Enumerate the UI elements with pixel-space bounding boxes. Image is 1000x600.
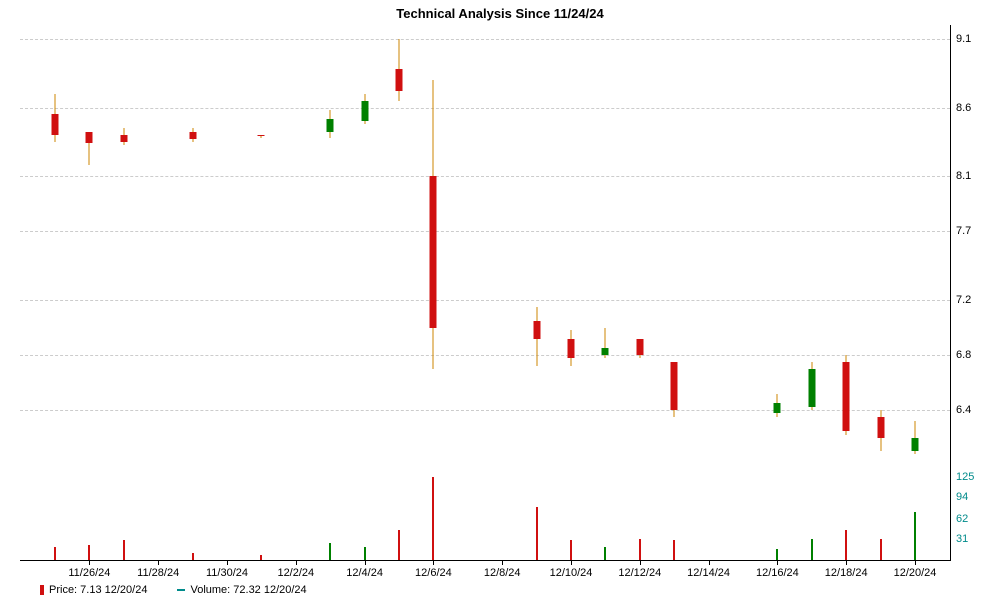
volume-bar — [364, 547, 366, 560]
volume-tick-label: 125 — [956, 471, 974, 483]
candle-body — [636, 339, 643, 356]
x-tick — [709, 560, 710, 565]
x-tick-label: 12/8/24 — [484, 567, 521, 579]
price-tick-label: 8.1 — [956, 170, 971, 182]
price-gridline — [20, 108, 950, 109]
x-tick — [502, 560, 503, 565]
candle-body — [327, 119, 334, 133]
price-tick-label: 6.4 — [956, 404, 971, 416]
candle-body — [189, 132, 196, 139]
volume-bar — [811, 539, 813, 560]
price-tick-label: 8.6 — [956, 102, 971, 114]
candle-body — [808, 369, 815, 408]
candle-body — [86, 132, 93, 143]
price-gridline — [20, 39, 950, 40]
candle-body — [568, 339, 575, 358]
legend-price-swatch — [40, 585, 44, 595]
x-tick — [158, 560, 159, 565]
x-tick — [89, 560, 90, 565]
candle-body — [533, 321, 540, 339]
legend-price: Price: 7.13 12/20/24 — [40, 584, 147, 596]
price-tick-label: 7.2 — [956, 294, 971, 306]
price-gridline — [20, 300, 950, 301]
candle-body — [258, 135, 265, 136]
x-tick — [915, 560, 916, 565]
x-tick-label: 12/16/24 — [756, 567, 799, 579]
volume-bar — [88, 545, 90, 560]
candle-body — [396, 69, 403, 91]
x-tick — [571, 560, 572, 565]
candle-body — [774, 403, 781, 413]
price-tick-label: 9.1 — [956, 33, 971, 45]
x-tick — [846, 560, 847, 565]
candle-body — [430, 176, 437, 327]
price-gridline — [20, 176, 950, 177]
x-tick-label: 11/28/24 — [137, 567, 179, 579]
volume-bar — [914, 512, 916, 560]
legend-volume-swatch — [177, 589, 185, 591]
volume-area — [20, 470, 950, 560]
candle-body — [843, 362, 850, 431]
volume-tick-label: 31 — [956, 533, 968, 545]
price-gridline — [20, 355, 950, 356]
chart-container: Technical Analysis Since 11/24/24 6.4 6.8… — [0, 0, 1000, 600]
x-tick-label: 12/12/24 — [618, 567, 661, 579]
volume-bar — [845, 530, 847, 560]
volume-bar — [398, 530, 400, 560]
x-tick-label: 11/30/24 — [206, 567, 248, 579]
legend-volume: Volume: 72.32 12/20/24 — [177, 584, 306, 596]
volume-bar — [673, 540, 675, 560]
x-tick-label: 12/2/24 — [277, 567, 314, 579]
x-tick — [777, 560, 778, 565]
x-tick — [365, 560, 366, 565]
candle-body — [361, 101, 368, 122]
x-tick-label: 12/18/24 — [825, 567, 868, 579]
x-tick-label: 11/26/24 — [68, 567, 110, 579]
volume-bar — [776, 549, 778, 560]
chart-title: Technical Analysis Since 11/24/24 — [0, 6, 1000, 21]
x-tick — [433, 560, 434, 565]
volume-bar — [604, 547, 606, 560]
volume-bar — [432, 477, 434, 560]
volume-tick-label: 94 — [956, 491, 968, 503]
volume-bar — [54, 547, 56, 560]
x-tick-label: 12/14/24 — [687, 567, 730, 579]
x-tick-label: 12/6/24 — [415, 567, 452, 579]
candle-body — [52, 114, 59, 135]
price-tick-label: 7.7 — [956, 225, 971, 237]
x-tick — [227, 560, 228, 565]
volume-tick-label: 62 — [956, 513, 968, 525]
volume-bar — [536, 507, 538, 560]
price-gridline — [20, 231, 950, 232]
volume-bar — [123, 540, 125, 560]
volume-bar — [260, 555, 262, 560]
volume-bar — [880, 539, 882, 560]
volume-bar — [570, 540, 572, 560]
volume-bar — [639, 539, 641, 560]
candle-body — [877, 417, 884, 438]
price-gridline — [20, 410, 950, 411]
plot-area — [20, 25, 951, 561]
candle-body — [912, 438, 919, 452]
x-tick-label: 12/20/24 — [894, 567, 937, 579]
candle-body — [120, 135, 127, 142]
x-tick-label: 12/4/24 — [346, 567, 383, 579]
legend-price-label: Price: 7.13 12/20/24 — [49, 584, 147, 596]
volume-bar — [329, 543, 331, 560]
legend: Price: 7.13 12/20/24 Volume: 72.32 12/20… — [40, 584, 307, 596]
price-area — [20, 25, 950, 465]
x-tick — [640, 560, 641, 565]
x-tick-label: 12/10/24 — [550, 567, 593, 579]
candle-body — [602, 348, 609, 355]
volume-bar — [192, 553, 194, 560]
legend-volume-label: Volume: 72.32 12/20/24 — [190, 584, 306, 596]
candle-body — [671, 362, 678, 410]
price-tick-label: 6.8 — [956, 349, 971, 361]
x-tick — [296, 560, 297, 565]
